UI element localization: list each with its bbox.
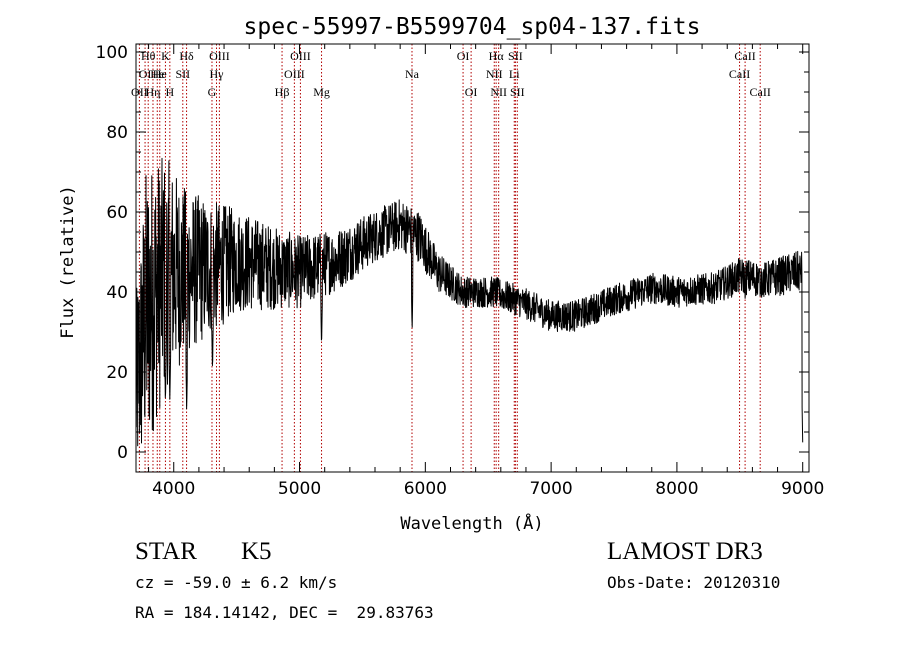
- x-tick-label: 8000: [655, 479, 698, 499]
- line-label: Hγ: [210, 67, 225, 81]
- line-label: Na: [405, 67, 420, 81]
- object-subclass: K5: [241, 538, 272, 565]
- line-label: Hθ: [141, 49, 156, 63]
- line-label: SII: [508, 49, 523, 63]
- line-label: NII: [486, 67, 503, 81]
- x-tick-label: 7000: [529, 479, 572, 499]
- obs-date: Obs-Date: 20120310: [607, 573, 781, 592]
- y-tick-label: 100: [96, 43, 128, 63]
- line-label: Li: [509, 67, 520, 81]
- x-tick-label: 4000: [152, 479, 195, 499]
- object-class: STAR: [135, 538, 197, 565]
- line-label: He: [153, 67, 167, 81]
- line-label: Hδ: [179, 49, 194, 63]
- line-label: OIII: [290, 49, 311, 63]
- ra-dec: RA = 184.14142, DEC = 29.83763: [135, 603, 434, 622]
- y-tick-label: 0: [117, 443, 128, 463]
- y-tick-label: 20: [106, 363, 128, 383]
- line-labels: OIIOIHθHηHeHeKHSIIHδGHγOIIIHβOIIIOIIIMgN…: [131, 49, 771, 99]
- survey-name: LAMOST DR3: [607, 538, 763, 565]
- x-axis-label: Wavelength (Å): [400, 512, 543, 534]
- line-label: Hβ: [275, 85, 290, 99]
- line-label: OI: [457, 49, 470, 63]
- x-tick-label: 9000: [781, 479, 824, 499]
- line-label: NII: [490, 85, 507, 99]
- line-label: SII: [175, 67, 190, 81]
- line-label: OI: [465, 85, 478, 99]
- line-label: G: [208, 85, 217, 99]
- line-label: CaII: [729, 67, 750, 81]
- line-label: OIII: [209, 49, 230, 63]
- line-label: He: [150, 67, 164, 81]
- x-tick-label: 5000: [278, 479, 321, 499]
- line-label: Hα: [489, 49, 505, 63]
- axis-ticks: 4000 5000 6000 7000 8000 9000 0 20 40 60 80 100: [96, 43, 825, 499]
- x-tick-label: 6000: [404, 479, 447, 499]
- redshift-cz: cz = -59.0 ± 6.2 km/s: [135, 573, 338, 592]
- chart-title: spec-55997-B5599704_sp04-137.fits: [244, 14, 701, 40]
- spectrum-line: [135, 157, 804, 447]
- line-label: OI: [139, 67, 152, 81]
- line-label: H: [166, 85, 175, 99]
- plot-frame: [135, 43, 810, 473]
- y-tick-label: 80: [106, 123, 128, 143]
- line-label: SII: [510, 85, 525, 99]
- line-label: Hη: [146, 85, 161, 99]
- y-axis-label: Flux (relative): [58, 185, 78, 339]
- line-label: CaII: [734, 49, 755, 63]
- line-label: K: [161, 49, 170, 63]
- line-label: OIII: [284, 67, 305, 81]
- y-tick-label: 40: [106, 283, 128, 303]
- line-label: CaII: [750, 85, 771, 99]
- line-label: Mg: [313, 85, 330, 99]
- y-tick-label: 60: [106, 203, 128, 223]
